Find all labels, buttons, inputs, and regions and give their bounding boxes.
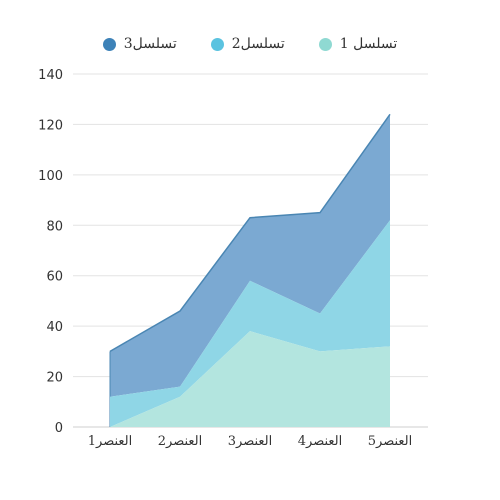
- y-tick-label: 80: [46, 219, 63, 234]
- legend-item-series-2: تسلسل2: [210, 36, 285, 52]
- y-tick-label: 40: [46, 320, 63, 335]
- legend: تسلسل3 تسلسل2 تسلسل 1: [0, 36, 500, 52]
- area-series-3-edge: [109, 113, 391, 353]
- legend-item-series-1: تسلسل 1: [318, 36, 398, 52]
- y-tick-label: 120: [38, 118, 63, 133]
- x-tick-label: 1العنصر: [88, 434, 133, 449]
- legend-label-series-2: تسلسل2: [231, 36, 285, 52]
- legend-marker-series-1: [318, 37, 332, 51]
- area-series-1: [110, 331, 390, 427]
- area-series-2: [110, 220, 390, 427]
- legend-label-series-3: تسلسل3: [123, 36, 177, 52]
- y-tick-label: 60: [46, 270, 63, 285]
- watermark-id: 1520096750: [0, 406, 2, 470]
- y-tick-label: 20: [46, 371, 63, 386]
- area-series-3: [110, 114, 390, 397]
- area-series: [109, 113, 391, 427]
- x-tick-label: 2العنصر: [158, 434, 203, 449]
- y-axis-ticks: 0 20 40 60 80 100 120 140: [38, 68, 63, 436]
- x-axis-ticks: 1العنصر 2العنصر 3العنصر 4العنصر 5العنصر: [88, 434, 413, 449]
- legend-item-series-3: تسلسل3: [102, 36, 177, 52]
- y-tick-label: 100: [38, 169, 63, 184]
- x-tick-label: 5العنصر: [368, 434, 413, 449]
- x-tick-label: 4العنصر: [298, 434, 343, 449]
- y-tick-label: 0: [55, 421, 63, 436]
- y-tick-label: 140: [38, 68, 63, 83]
- x-tick-label: 3العنصر: [228, 434, 273, 449]
- legend-marker-series-3: [102, 37, 116, 51]
- legend-marker-series-2: [210, 37, 224, 51]
- legend-label-series-1: تسلسل 1: [339, 36, 398, 52]
